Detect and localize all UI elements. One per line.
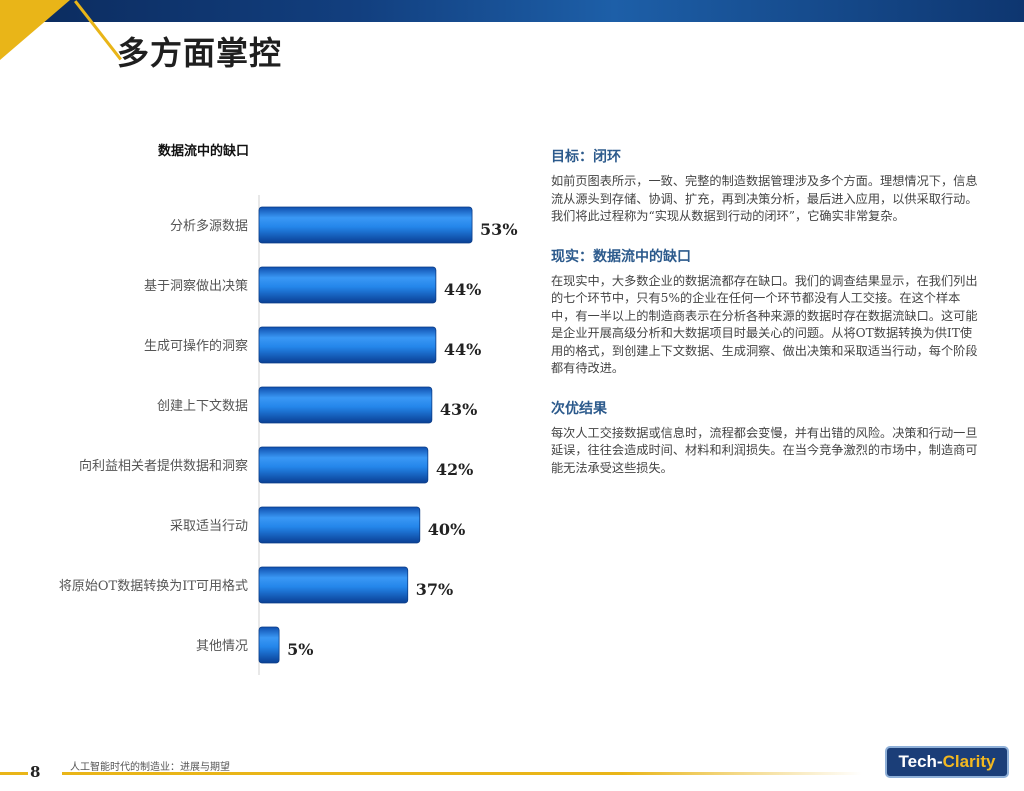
- section-goal: 目标：闭环 如前页图表所示，一致、完整的制造数据管理涉及多个方面。理想情况下，信…: [551, 146, 981, 226]
- section-heading: 次优结果: [551, 400, 607, 417]
- category-label: 生成可操作的洞察: [144, 338, 248, 354]
- value-label: 40%: [428, 520, 465, 539]
- section-heading: 目标：闭环: [551, 149, 621, 165]
- footer-rule-left: [0, 772, 28, 775]
- bar-chart: 数据流中的缺口 分析多源数据 53% 基于洞察做出决策 44% 生成可操作的洞察 44% 创…: [59, 143, 518, 675]
- bar: [258, 206, 473, 244]
- section-heading: 现实：数据流中的缺口: [551, 248, 691, 265]
- category-label: 基于洞察做出决策: [144, 278, 248, 294]
- chart-title: 数据流中的缺口: [158, 143, 249, 159]
- category-label: 向利益相关者提供数据和洞察: [79, 458, 248, 474]
- bar: [258, 326, 437, 364]
- header-yellow-corner: [0, 0, 70, 60]
- bar: [258, 446, 429, 484]
- bar: [258, 266, 437, 304]
- section-body: 每次人工交接数据或信息时，流程都会变慢，并有出错的风险。决策和行动一旦延误，往往…: [551, 425, 978, 475]
- header-banner: [0, 0, 1024, 22]
- page-number: 8: [30, 763, 41, 781]
- footer-title: 人工智能时代的制造业：进展与期望: [70, 762, 230, 773]
- footer-rule: [62, 772, 862, 775]
- bar: [258, 566, 409, 604]
- tech-clarity-logo: Tech- Clarity: [885, 746, 1009, 778]
- value-label: 43%: [440, 400, 477, 419]
- value-label: 53%: [480, 220, 517, 239]
- category-label: 创建上下文数据: [157, 399, 248, 414]
- value-label: 5%: [287, 640, 313, 659]
- logo-text-clarity: Clarity: [942, 752, 996, 771]
- category-label: 将原始OT数据转换为IT可用格式: [59, 578, 248, 594]
- section-reality: 现实：数据流中的缺口 在现实中，大多数企业的数据流都存在缺口。我们的调查结果显示…: [551, 246, 981, 378]
- section-body: 在现实中，大多数企业的数据流都存在缺口。我们的调查结果显示，在我们列出的七个环节…: [551, 273, 978, 376]
- page-title: 多方面掌控: [117, 34, 283, 72]
- category-label: 其他情况: [196, 639, 248, 654]
- logo-text-tech: Tech-: [898, 752, 943, 771]
- text-column: 目标：闭环 如前页图表所示，一致、完整的制造数据管理涉及多个方面。理想情况下，信…: [551, 146, 981, 497]
- bars-group: 分析多源数据 53% 基于洞察做出决策 44% 生成可操作的洞察 44% 创建上下文数据 43…: [59, 206, 518, 664]
- bar: [258, 626, 280, 664]
- bar: [258, 506, 421, 544]
- value-label: 44%: [444, 280, 481, 299]
- section-body: 如前页图表所示，一致、完整的制造数据管理涉及多个方面。理想情况下，信息流从源头到…: [551, 174, 978, 223]
- bar: [258, 386, 433, 424]
- section-suboptimal: 次优结果 每次人工交接数据或信息时，流程都会变慢，并有出错的风险。决策和行动一旦…: [551, 398, 981, 478]
- value-label: 42%: [436, 460, 473, 479]
- value-label: 44%: [444, 340, 481, 359]
- category-label: 分析多源数据: [170, 218, 248, 234]
- value-label: 37%: [416, 580, 453, 599]
- category-label: 采取适当行动: [170, 519, 248, 534]
